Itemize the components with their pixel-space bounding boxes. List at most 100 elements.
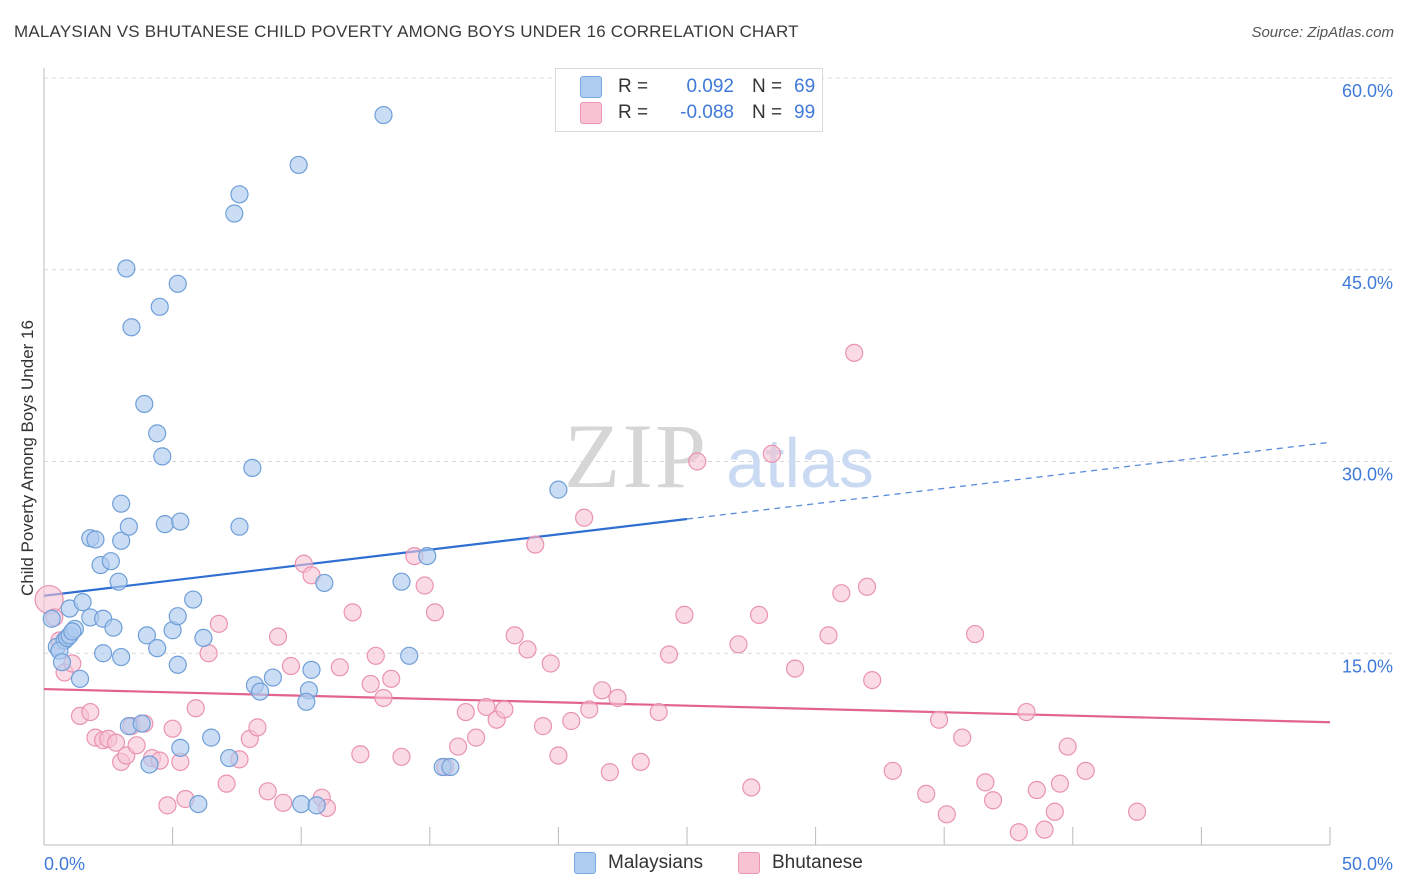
point-bhutanese <box>832 584 851 603</box>
point-bhutanese <box>863 670 882 690</box>
point-bhutanese <box>199 644 218 663</box>
point-bhutanese <box>742 778 761 797</box>
point-bhutanese <box>351 745 370 764</box>
point-bhutanese <box>274 793 293 812</box>
legend-n-label: N = <box>752 76 783 97</box>
watermark: ZIP atlas <box>564 405 874 507</box>
point-bhutanese <box>659 645 679 664</box>
point-malaysians <box>171 738 190 757</box>
point-bhutanese <box>186 699 205 718</box>
point-bhutanese <box>631 752 650 772</box>
legend-n-value: 99 <box>794 102 816 123</box>
legend-swatch-malaysians <box>580 76 602 98</box>
point-bhutanese <box>983 791 1003 810</box>
point-malaysians <box>225 204 244 223</box>
y-axis-label: Child Poverty Among Boys Under 16 <box>18 320 37 596</box>
point-bhutanese <box>382 669 401 688</box>
legend-swatch-bhutanese <box>738 852 760 874</box>
point-malaysians <box>168 607 187 626</box>
point-bhutanese <box>106 733 126 752</box>
point-bhutanese <box>518 640 537 659</box>
point-bhutanese <box>1050 774 1070 793</box>
point-bhutanese <box>281 656 301 676</box>
legend-label-bhutanese: Bhutanese <box>772 852 863 873</box>
legend-r-value: -0.088 <box>680 102 734 123</box>
x-tick-label: 50.0% <box>1342 854 1393 874</box>
trend-line-bhutanese <box>43 687 1331 724</box>
point-bhutanese <box>209 614 228 633</box>
point-bhutanese <box>34 584 64 615</box>
point-bhutanese <box>495 700 514 719</box>
y-tick-label: 45.0% <box>1342 273 1393 293</box>
point-bhutanese <box>1076 761 1095 780</box>
point-bhutanese <box>343 603 362 622</box>
point-malaysians <box>392 572 411 591</box>
point-bhutanese <box>127 736 146 755</box>
point-bhutanese <box>965 624 985 644</box>
point-malaysians <box>101 552 120 571</box>
point-malaysians <box>150 297 169 316</box>
legend-row-malaysians: R = 0.092 N = 69 <box>580 75 815 99</box>
point-malaysians <box>137 626 156 645</box>
point-bhutanese <box>976 773 995 792</box>
point-bhutanese <box>1127 802 1147 821</box>
point-malaysians <box>374 105 393 125</box>
point-bhutanese <box>762 444 781 463</box>
point-bhutanese <box>415 576 434 595</box>
point-bhutanese <box>541 654 560 673</box>
point-bhutanese <box>953 728 972 747</box>
point-malaysians <box>132 714 151 733</box>
point-malaysians <box>148 424 167 443</box>
chart-title: MALAYSIAN VS BHUTANESE CHILD POVERTY AMO… <box>14 22 799 41</box>
point-bhutanese <box>917 784 936 803</box>
point-bhutanese <box>466 728 486 747</box>
point-malaysians <box>112 531 131 550</box>
point-bhutanese <box>1017 702 1036 722</box>
gridlines <box>44 77 1392 654</box>
series-legend: Malaysians Bhutanese <box>0 852 1406 876</box>
point-malaysians <box>189 794 208 814</box>
watermark-atlas: atlas <box>726 424 874 502</box>
point-malaysians <box>297 692 316 711</box>
point-malaysians <box>549 480 568 499</box>
point-malaysians <box>112 494 131 513</box>
point-malaysians <box>263 668 283 687</box>
point-malaysians <box>112 647 131 667</box>
point-malaysians <box>194 628 213 648</box>
legend-r-value: 0.092 <box>686 76 734 97</box>
chart-source: Source: ZipAtlas.com <box>1251 24 1394 41</box>
point-bhutanese <box>883 761 902 780</box>
point-malaysians <box>148 639 167 658</box>
point-bhutanese <box>456 702 475 722</box>
point-bhutanese <box>163 719 182 738</box>
point-bhutanese <box>505 626 524 645</box>
point-bhutanese <box>1058 737 1077 756</box>
point-bhutanese <box>785 659 805 678</box>
correlation-legend: R = 0.092 N = 69 R = -0.088 N = 99 <box>555 68 823 132</box>
point-bhutanese <box>819 626 838 645</box>
point-malaysians <box>315 573 334 593</box>
point-malaysians <box>109 572 128 591</box>
point-bhutanese <box>580 700 599 719</box>
point-malaysians <box>302 660 321 679</box>
point-malaysians <box>117 259 136 278</box>
legend-r-label: R = <box>618 76 649 97</box>
point-bhutanese <box>929 710 949 729</box>
point-malaysians <box>171 512 190 531</box>
point-malaysians <box>119 517 138 536</box>
legend-swatch-bhutanese <box>580 102 602 124</box>
point-bhutanese <box>330 658 349 677</box>
point-bhutanese <box>608 688 627 708</box>
point-malaysians <box>73 593 92 612</box>
point-bhutanese <box>688 452 707 471</box>
legend-n-value: 69 <box>794 76 816 97</box>
point-bhutanese <box>845 343 864 362</box>
point-bhutanese <box>258 782 277 801</box>
legend-item-bhutanese: Bhutanese <box>738 852 863 874</box>
point-malaysians <box>140 755 159 774</box>
point-bhutanese <box>366 646 385 665</box>
point-malaysians <box>86 530 105 549</box>
point-bhutanese <box>1045 802 1064 821</box>
y-tick-label: 15.0% <box>1342 656 1393 676</box>
point-malaysians <box>168 655 187 674</box>
